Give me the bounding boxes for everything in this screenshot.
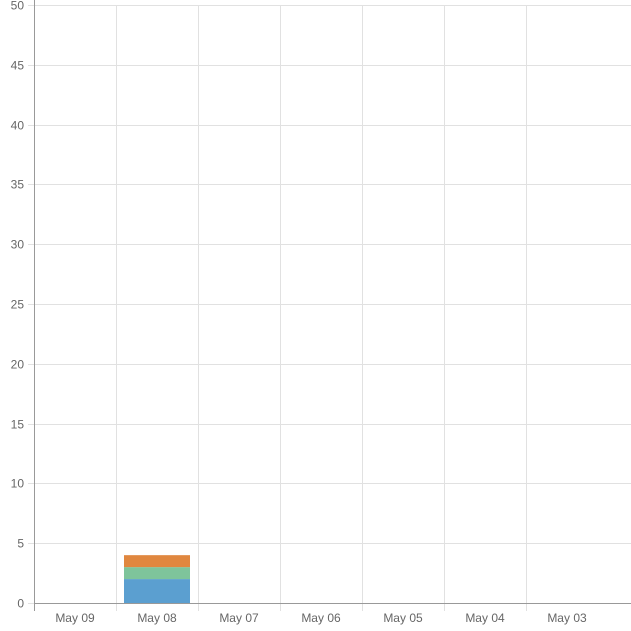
y-tick-label: 40 [11,119,25,133]
grid [28,5,631,611]
y-tick-label: 0 [17,597,24,611]
x-tick-label: May 09 [55,611,95,625]
x-tick-label: May 04 [465,611,505,625]
y-tick-label: 25 [11,298,25,312]
bar-segment [124,579,190,603]
x-tick-label: May 06 [301,611,341,625]
axes [34,0,631,611]
y-tick-label: 50 [11,0,25,13]
x-tick-label: May 07 [219,611,259,625]
bar-segment [124,555,190,568]
x-tick-label: May 08 [137,611,177,625]
x-tick-label: May 05 [383,611,423,625]
y-tick-label: 35 [11,178,25,192]
y-tick-label: 45 [11,59,25,73]
bar-segment [124,567,190,580]
y-tick-label: 15 [11,418,25,432]
y-tick-label: 5 [17,537,24,551]
tick-labels: 0 5 10 15 20 25 30 35 40 45 50 May 09 May 08 May 07 Ma… [11,0,587,625]
y-tick-label: 10 [11,477,25,491]
y-tick-label: 20 [11,358,25,372]
bars [124,555,190,603]
x-tick-label: May 03 [547,611,587,625]
y-tick-label: 30 [11,238,25,252]
